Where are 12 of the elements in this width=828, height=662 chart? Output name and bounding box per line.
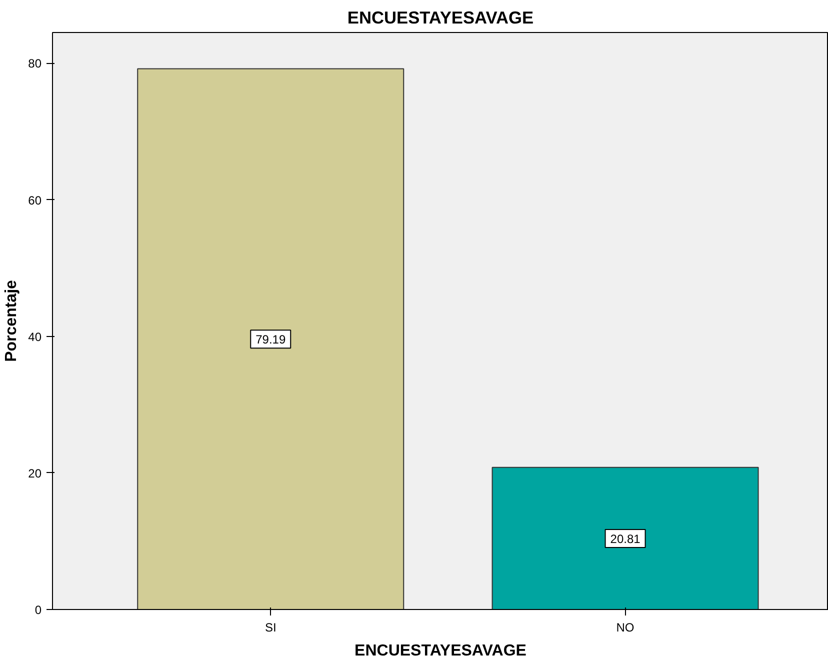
x-tick-label: SI <box>264 620 276 634</box>
y-tick-label: 60 <box>28 193 42 208</box>
y-tick-label: 40 <box>28 330 42 344</box>
x-axis-title: ENCUESTAYESAVAGE <box>354 642 527 660</box>
y-tick-label: 80 <box>28 56 42 71</box>
y-axis-title: Porcentaje <box>3 280 20 362</box>
y-tick-label: 0 <box>34 603 42 617</box>
y-tick-label: 20 <box>28 466 42 480</box>
data-label: 79.19 <box>256 332 286 347</box>
chart-title: ENCUESTAYESAVAGE <box>347 8 534 28</box>
data-label: 20.81 <box>610 532 641 546</box>
x-tick-label: NO <box>616 620 634 634</box>
